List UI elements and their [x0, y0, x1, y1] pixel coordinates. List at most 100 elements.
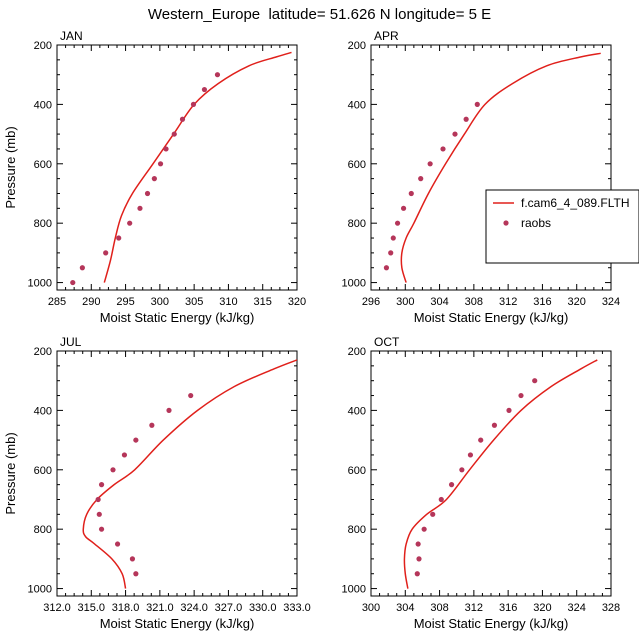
panel-label-oct: OCT	[374, 335, 400, 349]
model-line-jan	[103, 51, 292, 283]
obs-point-oct	[438, 496, 444, 503]
x-tick-label-apr: 304	[430, 296, 448, 308]
obs-point-apr	[388, 250, 394, 256]
y-tick-label-jul: 600	[34, 465, 52, 477]
panel-oct: OCT 300 304 308 312 316 320 324 328 200 400 600 800 1…	[342, 335, 621, 631]
x-tick-label-oct: 324	[568, 602, 586, 614]
legend-obs-marker	[503, 220, 509, 226]
y-tick-label-apr: 800	[348, 218, 366, 230]
y-tick-label-jul: 400	[34, 405, 52, 417]
y-tick-label-jan: 200	[34, 40, 52, 52]
model-line-apr	[400, 52, 601, 283]
obs-point-jan	[151, 176, 157, 182]
y-tick-label-jan: 800	[34, 218, 52, 230]
x-tick-label-jul: 327.0	[215, 602, 243, 614]
obs-point-oct	[459, 467, 465, 473]
panel-apr: APR 296 300 304 308 312 316 320 324 200 400 600 800 1…	[342, 29, 621, 325]
obs-point-oct	[415, 541, 421, 547]
x-tick-label-jul: 312.0	[43, 602, 71, 614]
legend: f.cam6_4_089.FLTH raobs	[485, 189, 639, 264]
legend-box	[485, 189, 639, 264]
panels-group: JAN 285 290 295 300 305 310 315 320 200 400 600 800 1…	[3, 29, 620, 631]
obs-point-jan	[103, 250, 109, 256]
obs-point-jul	[114, 541, 121, 547]
panel-label-apr: APR	[374, 29, 399, 43]
obs-point-jul	[95, 496, 101, 503]
x-tick-label-jan: 305	[185, 296, 203, 308]
obs-point-oct	[467, 452, 474, 458]
obs-point-apr	[390, 235, 396, 241]
obs-point-oct	[421, 526, 427, 532]
obs-point-jan	[171, 131, 177, 137]
y-tick-label-oct: 1000	[342, 584, 366, 596]
obs-point-jan	[179, 116, 186, 122]
obs-point-apr	[463, 116, 469, 122]
obs-point-oct	[430, 511, 436, 517]
obs-point-apr	[400, 205, 407, 211]
x-tick-label-oct: 316	[499, 602, 517, 614]
x-tick-label-jan: 315	[254, 296, 272, 308]
obs-point-apr	[383, 265, 390, 271]
x-tick-label-jul: 318.0	[112, 602, 140, 614]
obs-point-oct	[478, 437, 484, 443]
x-tick-label-apr: 300	[396, 296, 414, 308]
obs-point-apr	[394, 220, 401, 226]
y-axis-title-jul: Pressure (mb)	[3, 432, 18, 514]
obs-point-apr	[474, 101, 480, 107]
obs-point-jul	[149, 422, 155, 428]
y-tick-label-jul: 1000	[28, 584, 52, 596]
y-tick-label-apr: 1000	[342, 278, 366, 290]
obs-point-apr	[440, 146, 446, 152]
obs-point-jan	[70, 279, 76, 286]
y-tick-label-jul: 200	[34, 346, 52, 358]
legend-model-label: f.cam6_4_089.FLTH	[521, 196, 630, 210]
plot-frame-oct	[370, 350, 612, 597]
y-tick-label-apr: 200	[348, 40, 366, 52]
obs-point-jan	[79, 265, 85, 271]
obs-point-jul	[129, 556, 136, 562]
x-tick-label-oct: 300	[362, 602, 380, 614]
y-tick-label-jan: 1000	[28, 278, 52, 290]
obs-point-jan	[137, 205, 143, 211]
x-tick-label-jan: 300	[151, 296, 169, 308]
x-tick-label-apr: 312	[499, 296, 517, 308]
obs-point-jul	[98, 482, 105, 488]
obs-point-jan	[190, 101, 197, 107]
legend-obs-label: raobs	[521, 216, 551, 230]
y-axis-title-jan: Pressure (mb)	[3, 126, 18, 208]
plot-frame-jan	[56, 44, 298, 291]
obs-point-jan	[214, 72, 221, 78]
panel-label-jul: JUL	[60, 335, 82, 349]
x-tick-label-apr: 316	[533, 296, 551, 308]
plot-frame-jul	[56, 350, 298, 597]
obs-point-jan	[127, 220, 133, 226]
x-tick-label-jan: 320	[288, 296, 306, 308]
obs-point-jan	[116, 235, 122, 241]
y-tick-label-oct: 400	[348, 405, 366, 417]
obs-point-jul	[133, 437, 139, 443]
x-tick-label-jan: 295	[116, 296, 134, 308]
y-tick-label-jan: 400	[34, 99, 52, 111]
x-tick-label-oct: 308	[430, 602, 448, 614]
obs-point-jul	[166, 407, 172, 413]
x-tick-label-apr: 324	[602, 296, 620, 308]
y-tick-label-oct: 600	[348, 465, 366, 477]
obs-point-jan	[201, 86, 208, 93]
obs-point-oct	[416, 556, 422, 562]
obs-point-apr	[452, 131, 458, 137]
x-tick-label-oct: 328	[602, 602, 620, 614]
obs-point-jul	[188, 392, 194, 399]
x-tick-label-jul: 321.0	[146, 602, 174, 614]
x-axis-title-jan: Moist Static Energy (kJ/kg)	[100, 310, 255, 325]
obs-point-apr	[418, 176, 424, 182]
obs-point-jul	[110, 467, 116, 473]
obs-point-oct	[532, 378, 538, 384]
obs-point-jul	[98, 526, 105, 532]
x-axis-title-jul: Moist Static Energy (kJ/kg)	[100, 616, 255, 631]
obs-point-oct	[491, 422, 498, 428]
panel-jul: JUL 312.0 315.0 318.0 321.0 324.0 327.0 330.0 33…	[3, 335, 311, 631]
x-tick-label-oct: 320	[533, 602, 551, 614]
y-tick-label-apr: 400	[348, 99, 366, 111]
x-tick-label-apr: 320	[568, 296, 586, 308]
